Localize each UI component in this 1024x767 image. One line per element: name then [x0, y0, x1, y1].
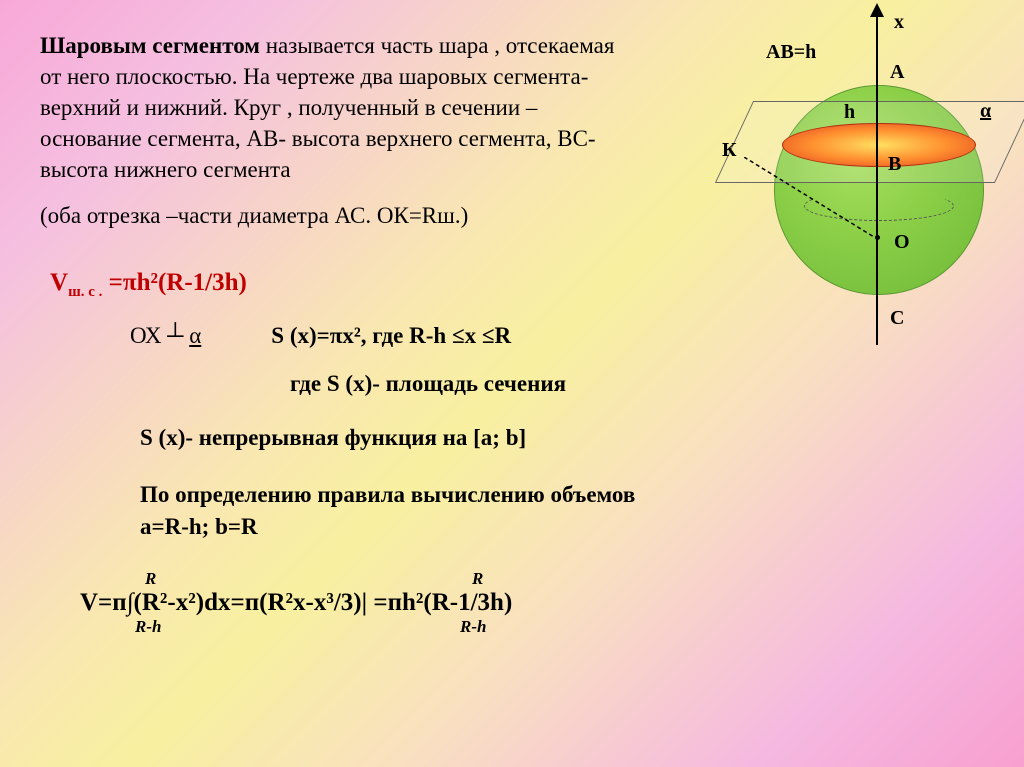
label-alpha: α [980, 100, 991, 123]
label-b: В [888, 153, 901, 176]
radius-line-ok [744, 157, 874, 237]
ox-perp: ОХ ┴ α [130, 323, 201, 349]
continuity-note: S (х)- непрерывная функция на [a; b] [140, 425, 640, 451]
label-c: С [890, 307, 904, 330]
bounds-note: По определению правила вычислению объемо… [140, 479, 640, 543]
label-ab-equals-h: АВ=h [766, 41, 816, 64]
integral-derivation: R R-h R R-h V=п∫(R²-x²)dx=п(R²x-x³/3)| =… [80, 589, 640, 617]
integral-body: V=п∫(R²-x²)dx=п(R²x-x³/3)| =пh²(R-1/3h) [80, 589, 512, 616]
label-h: h [844, 101, 855, 124]
label-k: К [722, 139, 737, 162]
label-a: А [890, 61, 904, 84]
volume-formula: Vш. с . =πh²(R-1/3h) [50, 269, 640, 301]
label-o: О [894, 231, 910, 254]
area-formula: S (х)=πх², где R-h ≤x ≤R [271, 323, 511, 349]
center-point [875, 235, 880, 240]
area-note: где S (х)- площадь сечения [290, 371, 640, 397]
definition-paragraph: Шаровым сегментом называется часть шара … [40, 30, 640, 185]
term-bold: Шаровым сегментом [40, 33, 260, 58]
note-paragraph: (оба отрезка –части диаметра АС. ОК=Rш.) [40, 203, 640, 229]
x-axis [876, 5, 878, 345]
axis-arrow-icon [870, 3, 884, 17]
label-x: х [894, 11, 904, 34]
sphere-diagram: х АВ=h А h α К В О С [684, 5, 1014, 355]
